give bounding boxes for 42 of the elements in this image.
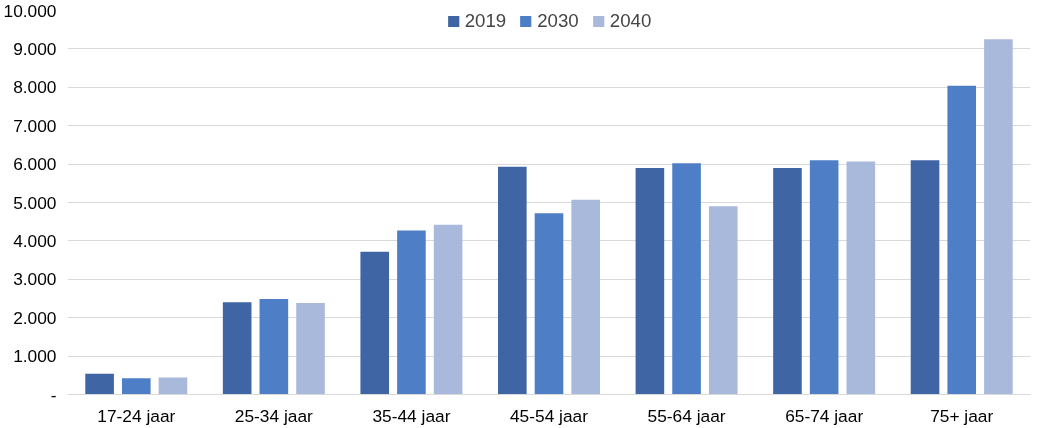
bar <box>773 167 802 395</box>
x-tick-label: 45-54 jaar <box>509 405 589 426</box>
legend-label: 2019 <box>464 10 507 32</box>
bar <box>672 163 701 395</box>
y-tick-label: 7.000 <box>13 115 57 136</box>
bar <box>222 302 252 395</box>
y-tick-label: 9.000 <box>13 38 57 59</box>
x-tick-label: 25-34 jaar <box>234 405 314 426</box>
bar <box>910 160 940 395</box>
y-tick-label: 5.000 <box>13 192 57 213</box>
bar <box>846 161 876 395</box>
bar <box>296 303 325 395</box>
x-tick-label: 55-64 jaar <box>647 405 726 426</box>
bar <box>360 251 390 395</box>
x-tick-label: 65-74 jaar <box>785 405 864 426</box>
bar <box>433 224 463 395</box>
bar <box>635 167 665 395</box>
y-tick-label: - <box>50 384 57 405</box>
bar <box>571 199 600 395</box>
y-tick-label: 10.000 <box>3 0 57 21</box>
bar <box>947 85 977 395</box>
y-tick-label: 2.000 <box>13 307 57 328</box>
bar <box>984 39 1013 395</box>
bar <box>158 377 188 395</box>
bar <box>397 230 426 395</box>
bar <box>121 378 151 395</box>
y-tick-label: 8.000 <box>13 77 57 98</box>
bar <box>259 298 289 395</box>
bar <box>708 206 738 395</box>
y-tick-label: 4.000 <box>13 230 57 251</box>
y-tick-label: 6.000 <box>13 154 57 175</box>
legend-label: 2040 <box>609 10 652 32</box>
bar <box>809 160 839 395</box>
legend-label: 2030 <box>537 10 579 32</box>
x-tick-label: 75+ jaar <box>930 405 994 426</box>
x-tick-label: 17-24 jaar <box>97 405 176 426</box>
bar <box>498 166 527 395</box>
bar <box>85 373 114 395</box>
y-tick-label: 3.000 <box>13 269 57 290</box>
x-tick-label: 35-44 jaar <box>372 405 451 426</box>
y-tick-label: 1.000 <box>13 346 57 367</box>
bar <box>534 213 564 395</box>
